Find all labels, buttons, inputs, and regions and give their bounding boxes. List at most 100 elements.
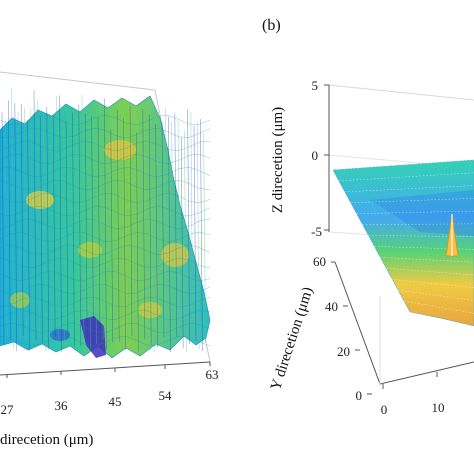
panel-a-x-tick-label: 54 (159, 388, 173, 403)
panel-a-mesh-line (94, 109, 98, 344)
panel-a-mesh-line (200, 119, 203, 352)
panel-a-peak (161, 243, 189, 267)
panel-b-box-edge (328, 84, 474, 101)
panel-a-mesh-line (120, 113, 123, 351)
panel-b-label: (b) (262, 17, 281, 34)
panel-a-mesh-line (104, 98, 107, 350)
panel-a-mesh-line (46, 106, 50, 349)
panel-a-x-axis-label: direcetion (μm) (0, 432, 93, 448)
panel-b-y-tick-label: 40 (325, 299, 338, 314)
panel-a-mesh-line (190, 112, 194, 337)
panel-a-mesh-line (158, 137, 162, 338)
panel-a-x-tick-label: 36 (55, 398, 69, 413)
panel-a-mesh-line (100, 112, 104, 340)
panel-a-mesh-line (40, 116, 43, 344)
panel-a-mesh-line (116, 109, 120, 342)
panel-a-mesh-line (84, 112, 88, 339)
panel-a-mesh-line (91, 116, 94, 352)
panel-b-mesh-line (350, 198, 474, 204)
panel-a-peak (26, 191, 54, 209)
panel-a-mesh-line (113, 124, 117, 337)
panel-a-mesh-line (171, 122, 174, 346)
panel-b-mesh-line (344, 185, 474, 193)
panel-a-mesh-line (4, 119, 8, 337)
panel-a-mesh-line (24, 108, 27, 342)
panel-b-surface (332, 159, 474, 327)
panel-b-mesh-line (338, 172, 474, 182)
panel-a-x-ticks: 27 36 45 54 63 (1, 362, 219, 417)
panel-a-mesh-line (0, 218, 211, 230)
panel-b-z-tick-label: 0 (312, 148, 319, 163)
panel-a-valley (80, 316, 106, 358)
panel-a-mesh-line (43, 112, 46, 352)
panel-a-mesh-line (168, 116, 171, 352)
panel-a-mesh-line (72, 112, 75, 347)
panel-a-mesh-line (180, 137, 184, 349)
panel-a-mesh (0, 88, 211, 352)
panel-a-mesh-line (14, 103, 18, 352)
panel-a-mesh-line (196, 121, 200, 350)
panel-b: (b) 5 0 -5 Z direcetion (μm) (262, 17, 474, 417)
panel-b-mesh-line (362, 223, 474, 225)
panel-a-mesh-line (0, 335, 211, 347)
panel-a-mesh-line (49, 117, 53, 340)
panel-b-y-axis-label: Y direcetion (μm) (268, 285, 316, 392)
panel-a: 27 36 45 54 63 direcetion (μm) (0, 71, 219, 448)
panel-a-mesh-line (203, 134, 206, 343)
panel-a-mesh-line (174, 113, 178, 337)
panel-a-mesh-line (161, 121, 165, 338)
panel-b-z-tick-label: 5 (312, 78, 319, 93)
panel-b-surface-shadow (370, 190, 474, 236)
panel-a-mesh-line (8, 100, 11, 340)
panel-a-valley (50, 329, 70, 341)
panel-a-mesh-line (145, 119, 149, 337)
panel-a-mesh-line (0, 270, 211, 282)
panel-b-y-axis-line (334, 261, 381, 385)
panel-a-mesh-line (132, 127, 136, 344)
panel-a-mesh-line (110, 129, 114, 343)
panel-a-mesh-line (68, 109, 72, 338)
panel-b-mesh-line (374, 246, 474, 250)
panel-a-mesh-line (56, 96, 59, 345)
panel-b-mesh-line (404, 300, 474, 314)
panel-b-mesh-line (380, 257, 474, 263)
panel-a-mesh-line (0, 257, 211, 269)
panel-a-mesh-line (139, 114, 142, 349)
panel-a-mesh-line (177, 119, 181, 339)
panel-a-mesh-line (184, 130, 187, 352)
panel-a-mesh-line (33, 90, 37, 341)
panel-a-peak (138, 302, 162, 318)
panel-a-mesh-line (152, 107, 155, 352)
panel-a-mesh-line (136, 132, 139, 352)
panel-a-mesh-line (0, 283, 211, 295)
panel-b-x-axis-line (379, 361, 474, 385)
panel-b-mesh-line (368, 235, 474, 237)
panel-b-x-tick-label: 0 (381, 402, 388, 417)
panel-a-mesh-line (0, 244, 211, 256)
panel-a-mesh-line (0, 192, 211, 204)
panel-b-mesh-line (398, 289, 474, 301)
panel-a-mesh-line (126, 106, 130, 341)
panel-a-mesh-line (30, 108, 34, 351)
panel-b-mesh-line (409, 311, 474, 327)
panel-a-mesh-line (0, 296, 211, 308)
panel-a-mesh-line (164, 107, 168, 347)
panel-a-x-tick-label: 45 (109, 394, 122, 409)
panel-a-x-axis-line (0, 361, 211, 376)
panel-a-mesh-line (27, 120, 30, 351)
panel-a-mesh-line (187, 109, 190, 344)
panel-a-box-edge (0, 71, 156, 91)
panel-a-mesh-line (0, 205, 211, 217)
panel-a-mesh-line (0, 231, 211, 243)
panel-a-mesh-line (52, 115, 56, 337)
panel-a-mesh-line (0, 153, 211, 165)
panel-b-y-tick-label: 0 (356, 388, 363, 403)
panel-a-peak (78, 242, 102, 258)
panel-a-mesh-line (148, 114, 152, 345)
panel-b-mesh (332, 159, 474, 327)
panel-b-z-axis-label: Z direcetion (μm) (270, 107, 286, 213)
panel-a-mesh-line (17, 112, 21, 343)
panel-a-surface (0, 95, 211, 359)
